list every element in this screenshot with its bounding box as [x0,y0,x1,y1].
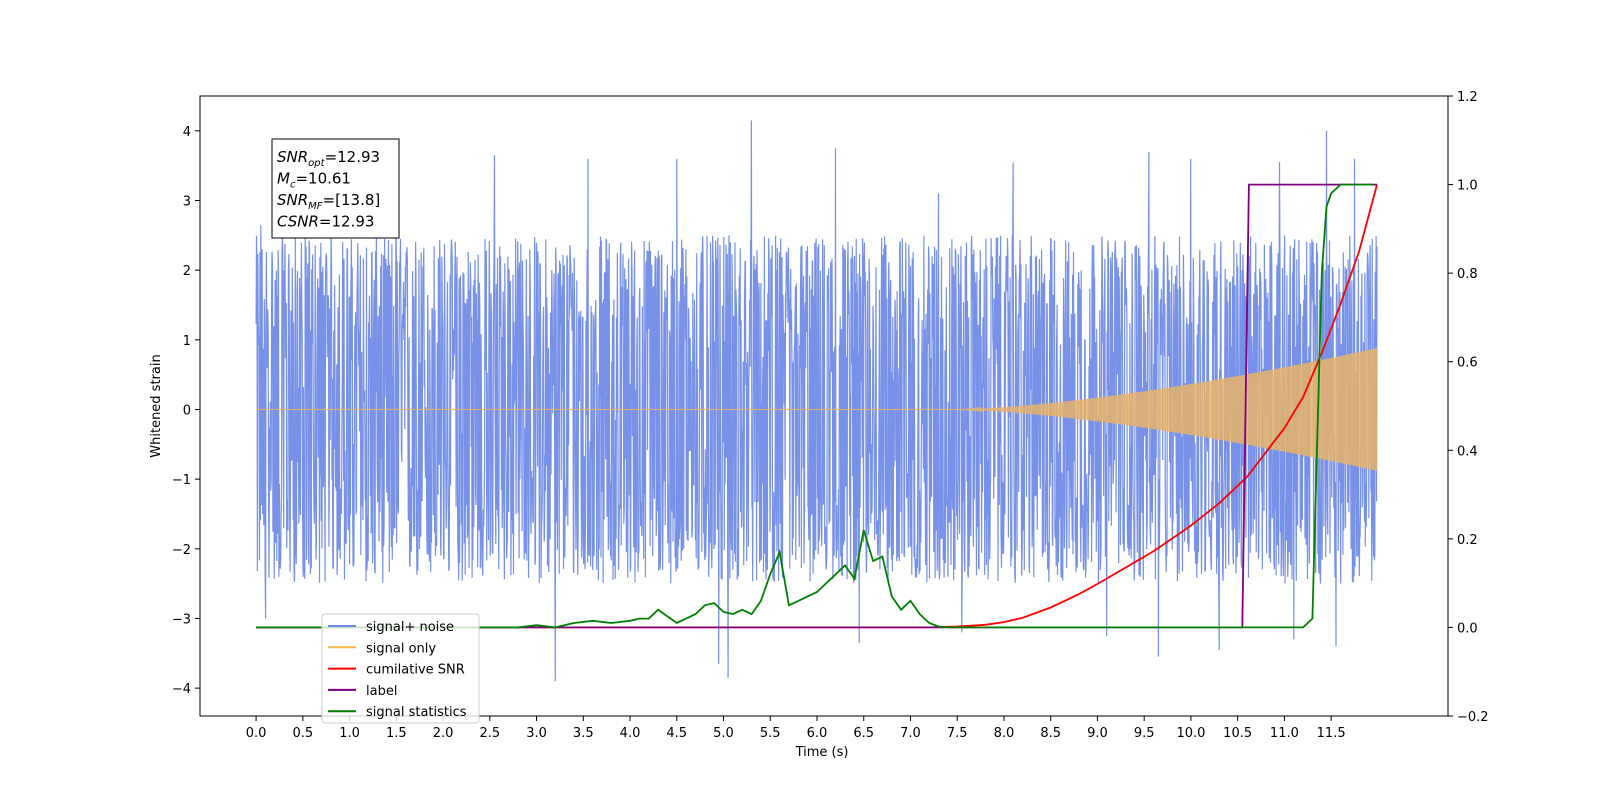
plot-area [255,120,1378,682]
legend-label: signal statistics [366,705,467,720]
x-tick-label: 6.0 [807,726,828,741]
x-tick-label: 2.0 [433,726,454,741]
series-line-label [256,183,1377,629]
y-tick-label: 2 [183,264,191,279]
info-line: CSNR=12.93 [277,213,374,231]
x-axis-label: Time (s) [795,745,849,760]
legend-label: cumilative SNR [366,663,465,678]
x-tick-label: 10.5 [1223,726,1252,741]
x-tick-label: 8.0 [994,726,1015,741]
y2-tick-label: 0.0 [1457,621,1478,636]
info-line: SNRMF=[13.8] [277,191,380,212]
y-tick-label: 3 [183,194,191,209]
x-tick-label: 1.0 [339,726,360,741]
x-axis: 0.0 0.5 1.0 1.5 2.0 2.5 3.0 3.5 4.0 4.5 5.0 5.5 6.0 6… [246,716,1346,741]
y2-tick-label: −0.2 [1457,710,1489,725]
info-box-frame [271,138,400,239]
x-tick-label: 6.5 [853,726,874,741]
x-tick-label: 4.5 [666,726,687,741]
y2-tick-label: 0.6 [1457,356,1478,371]
x-tick-label: 1.5 [386,726,407,741]
x-tick-label: 0.5 [292,726,313,741]
x-tick-label: 8.5 [1040,726,1061,741]
y2-tick-label: 1.0 [1457,179,1478,194]
y-tick-label: 4 [183,125,191,140]
y-tick-label: −2 [172,543,191,558]
legend-label: label [366,684,397,699]
y-tick-label: −4 [172,682,191,697]
y-tick-label: 0 [183,403,191,418]
info-box: SNRopt=12.93Mc=10.61SNRMF=[13.8]CSNR=12.… [271,138,400,239]
series-line-signal-only [256,348,1378,471]
x-tick-label: 3.5 [573,726,594,741]
axes-frame [199,95,1449,717]
x-tick-label: 11.5 [1317,726,1346,741]
y-tick-label: −1 [172,473,191,488]
x-tick-label: 7.0 [900,726,921,741]
x-tick-label: 9.0 [1087,726,1108,741]
y2-tick-label: 0.4 [1457,444,1478,459]
info-line: SNRopt=12.93 [277,148,380,169]
x-tick-label: 2.5 [479,726,500,741]
y-axis-left: −4 −3 −2 −1 0 1 2 3 4 [172,125,200,697]
x-tick-label: 9.5 [1134,726,1155,741]
x-tick-label: 5.5 [760,726,781,741]
y2-tick-label: 1.2 [1457,90,1478,105]
legend-label: signal only [366,641,436,656]
legend-frame [321,613,480,724]
y-tick-label: 1 [183,334,191,349]
y2-tick-label: 0.2 [1457,533,1478,548]
x-tick-label: 3.0 [526,726,547,741]
y-axis-right: −0.2 0.0 0.2 0.4 0.6 0.8 1.0 1.2 [1448,90,1489,725]
info-line: Mc=10.61 [277,170,351,191]
y-axis-label: Whitened strain [149,354,164,457]
x-tick-label: 5.0 [713,726,734,741]
x-tick-label: 11.0 [1270,726,1299,741]
legend-label: signal+ noise [366,620,454,635]
y-tick-label: −3 [172,612,191,627]
x-tick-label: 7.5 [947,726,968,741]
x-tick-label: 0.0 [246,726,267,741]
x-tick-label: 10.0 [1176,726,1205,741]
y2-tick-label: 0.8 [1457,267,1478,282]
series-line-signal-statistics [256,183,1374,629]
x-tick-label: 4.0 [620,726,641,741]
legend: signal+ noise signal only cumilative SNR la… [321,613,480,724]
